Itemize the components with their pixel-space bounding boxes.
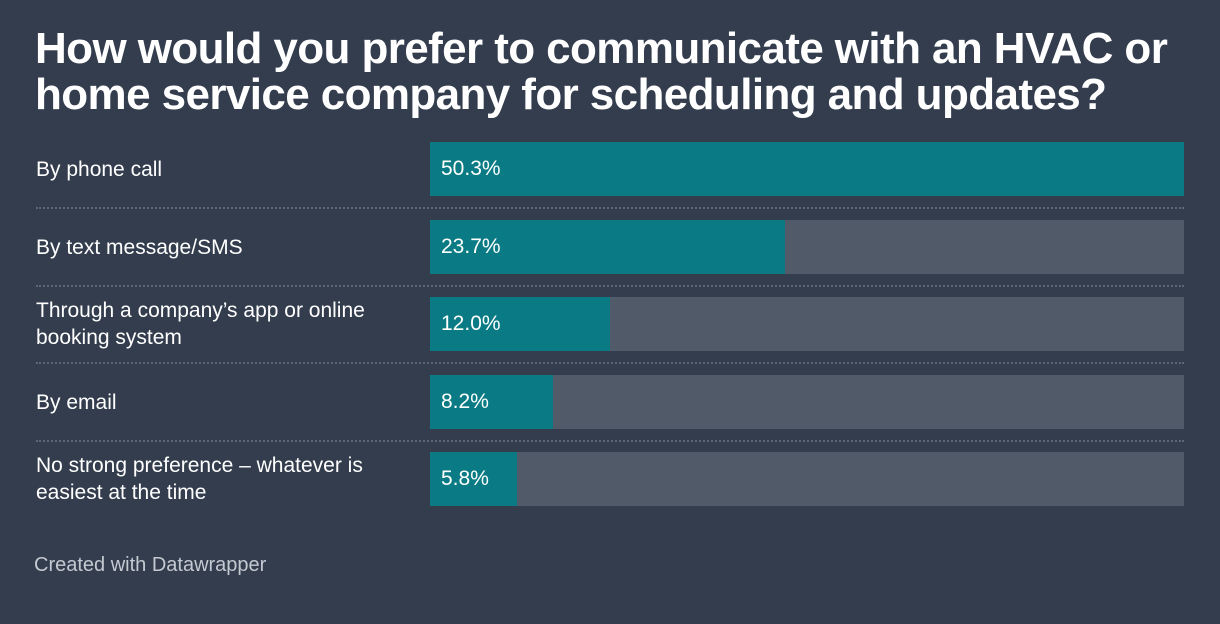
- bar-row: By phone call 50.3%: [0, 142, 1220, 196]
- bar-track: 23.7%: [430, 220, 1184, 274]
- bar: [430, 452, 517, 506]
- bar-category-label: By text message/SMS: [36, 235, 243, 259]
- row-divider: [36, 285, 1184, 287]
- chart-title: How would you prefer to communicate with…: [35, 24, 1168, 119]
- bar-category-label: By email: [36, 390, 117, 414]
- bar-track: 5.8%: [430, 452, 1184, 506]
- bar-value-label: 50.3%: [441, 157, 501, 180]
- bar-row: No strong preference – whatever is easie…: [0, 452, 1220, 506]
- bar-track: 8.2%: [430, 375, 1184, 429]
- bar-category-label: No strong preference – whatever is easie…: [36, 454, 363, 504]
- bar: [430, 220, 786, 274]
- footer-credit: Created with Datawrapper: [34, 554, 267, 576]
- bar-value-label: 23.7%: [441, 235, 501, 258]
- row-divider: [36, 362, 1184, 364]
- bar-value-label: 12.0%: [441, 312, 501, 335]
- bar-category-label: By phone call: [36, 157, 163, 181]
- bar-row: By email 8.2%: [0, 375, 1220, 429]
- row-divider: [36, 207, 1184, 209]
- bar-row: Through a company’s app or online bookin…: [0, 297, 1220, 351]
- bar-track: 50.3%: [430, 142, 1184, 196]
- bar-track: 12.0%: [430, 297, 1184, 351]
- bar: [430, 142, 1184, 196]
- bar: [430, 297, 610, 351]
- bar-value-label: 5.8%: [441, 467, 489, 490]
- bar-category-label: Through a company’s app or online bookin…: [36, 299, 365, 349]
- bar-value-label: 8.2%: [441, 390, 489, 413]
- bar-row: By text message/SMS 23.7%: [0, 220, 1220, 274]
- bar: [430, 375, 553, 429]
- row-divider: [36, 440, 1184, 442]
